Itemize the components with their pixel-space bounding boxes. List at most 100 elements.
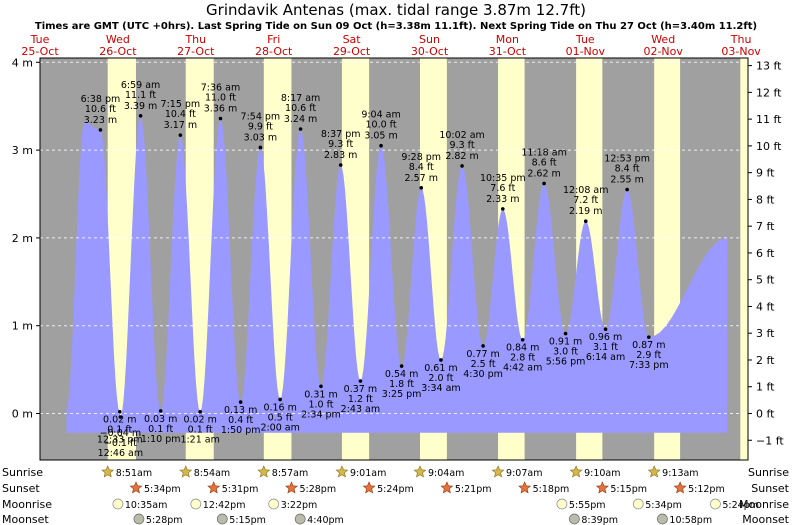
day-name-label: Tue bbox=[575, 33, 595, 46]
axis-left-meters: 4 m 3 m 2 m 1 m 0 m bbox=[12, 56, 40, 421]
tide-point bbox=[138, 114, 143, 118]
tide-height-ft-label: 7.6 ft bbox=[490, 183, 515, 194]
y-tick-label-ft: 7 ft bbox=[756, 220, 775, 233]
sunrise-icon bbox=[179, 465, 193, 478]
tide-time-label: 3:25 pm bbox=[382, 389, 422, 400]
day-date-label: 01-Nov bbox=[566, 45, 606, 58]
tide-height-m-label: 3.05 m bbox=[364, 131, 397, 142]
tide-point bbox=[258, 145, 263, 150]
moonrise-icon bbox=[710, 498, 721, 510]
axis-right-feet: 13 ft 12 ft 11 ft 10 ft 9 ft 8 ft 7 ft 6 ft 5 ft… bbox=[748, 60, 784, 447]
day-header: Tue25-OctWed26-OctThu27-OctFri28-OctSat2… bbox=[21, 33, 761, 58]
moonrise-icon bbox=[632, 498, 644, 510]
sunrise-icon bbox=[413, 465, 427, 478]
tide-point bbox=[501, 207, 505, 211]
day-name-label: Wed bbox=[106, 33, 130, 46]
tide-height-ft-label: 3.0 ft bbox=[553, 347, 578, 358]
tide-time-label: 12:33 pm bbox=[97, 435, 143, 446]
tide-height-m-label: 3.23 m bbox=[84, 115, 117, 126]
tide-height-ft-label: 7.2 ft bbox=[573, 195, 598, 206]
row-label-left: Sunset bbox=[2, 482, 40, 495]
y-tick-label-ft: 1 ft bbox=[756, 381, 775, 394]
tide-height-ft-label: 1.2 ft bbox=[348, 394, 373, 405]
tide-height-m-label: 0.54 m bbox=[385, 369, 418, 380]
tide-time-label: 2:34 pm bbox=[301, 409, 341, 420]
day-date-label: 25-Oct bbox=[21, 45, 59, 58]
sunset-time: 5:31pm bbox=[222, 484, 259, 495]
sunrise-icon bbox=[101, 465, 115, 478]
sunrise-time: 9:04am bbox=[428, 468, 464, 479]
tide-height-ft-label: 0.4 ft bbox=[228, 415, 253, 426]
sunset-time: 5:18pm bbox=[533, 484, 570, 495]
tide-height-m-label: 2.55 m bbox=[610, 175, 643, 186]
day-date-label: 02-Nov bbox=[643, 45, 683, 58]
tide-height-ft-label: 11.1 ft bbox=[125, 90, 156, 101]
day-name-label: Sat bbox=[343, 33, 362, 46]
tide-time-label: 2:00 am bbox=[260, 422, 299, 433]
tide-point bbox=[603, 327, 608, 332]
moonset-time: 4:40pm bbox=[307, 515, 344, 525]
tide-height-m-label: 0.77 m bbox=[466, 349, 499, 360]
tide-time-label: 10:02 am bbox=[439, 130, 484, 141]
moonset-icon bbox=[133, 513, 145, 525]
tide-time-label: 12:08 am bbox=[563, 185, 608, 196]
row-label-right: Moonset bbox=[742, 513, 789, 525]
tide-height-ft-label: 8.6 ft bbox=[532, 157, 557, 168]
tide-time-label: 1:10 pm bbox=[141, 434, 181, 445]
chart-title: Grindavik Antenas (max. tidal range 3.87… bbox=[206, 1, 586, 19]
tide-height-m-label: 0.31 m bbox=[304, 389, 337, 400]
y-tick-label-ft: 9 ft bbox=[756, 167, 775, 180]
row-label-left: Moonset bbox=[2, 513, 49, 525]
moonset-icon bbox=[657, 513, 668, 525]
tide-height-ft-label: 8.4 ft bbox=[409, 162, 434, 173]
y-tick-label-ft: 4 ft bbox=[756, 300, 775, 313]
tide-time-label: 1:50 pm bbox=[221, 425, 261, 436]
day-date-label: 03-Nov bbox=[721, 45, 761, 58]
tide-time-label: 7:33 pm bbox=[629, 360, 669, 371]
tide-height-ft-label: 0.1 ft bbox=[188, 425, 213, 436]
moonrise-time: 5:24pm bbox=[722, 500, 759, 511]
tide-point bbox=[298, 127, 303, 131]
daylight-band bbox=[740, 58, 748, 460]
tide-time-label: 7:54 pm bbox=[241, 111, 281, 122]
tide-point bbox=[158, 409, 163, 413]
tide-height-ft-label: 1.8 ft bbox=[389, 379, 414, 390]
tide-height-m-label: 0.96 m bbox=[589, 332, 622, 343]
tide-time-label: 6:59 am bbox=[121, 80, 160, 91]
tide-time-label: 7:36 am bbox=[201, 82, 240, 93]
sunset-time: 5:24pm bbox=[377, 484, 414, 495]
tide-height-m-label: 2.62 m bbox=[527, 168, 560, 179]
tide-height-ft-label: 2.0 ft bbox=[428, 373, 453, 384]
row-label-left: Sunrise bbox=[2, 466, 43, 479]
tide-height-m-label: 2.82 m bbox=[445, 151, 478, 162]
tide-curve-area bbox=[66, 115, 728, 433]
tide-height-ft-label: 1.0 ft bbox=[308, 399, 333, 410]
tide-point bbox=[625, 187, 629, 192]
moonrise-icon bbox=[268, 498, 280, 510]
tide-height-ft-label: 9.9 ft bbox=[248, 121, 273, 132]
tide-point bbox=[218, 116, 223, 121]
tide-height-ft-label: 10.0 ft bbox=[366, 120, 397, 131]
tide-point bbox=[118, 415, 123, 419]
tide-height-ft-label: 0.5 ft bbox=[268, 412, 293, 423]
sunrise-icon bbox=[647, 465, 661, 478]
sunrise-time: 8:54am bbox=[194, 468, 230, 479]
moonrise-icon bbox=[556, 498, 568, 510]
y-tick-label-ft: 3 ft bbox=[756, 327, 775, 340]
tide-height-m-label: 2.57 m bbox=[405, 173, 438, 184]
sunset-time: 5:21pm bbox=[455, 484, 492, 495]
moonrise-icon bbox=[112, 498, 124, 510]
moonset-icon bbox=[216, 513, 228, 525]
tide-height-m-label: 0.13 m bbox=[224, 405, 257, 416]
tide-time-label: 8:17 am bbox=[281, 93, 320, 104]
plot-frame bbox=[39, 57, 749, 461]
day-name-label: Mon bbox=[496, 33, 519, 46]
row-label-left: Moonrise bbox=[2, 498, 52, 511]
tide-point bbox=[419, 186, 424, 190]
tide-height-ft-label: 10.4 ft bbox=[165, 109, 196, 120]
moonset-time: 5:28pm bbox=[146, 515, 183, 525]
tide-time-label: 6:14 am bbox=[586, 352, 625, 363]
tide-time-label: 12:46 am bbox=[98, 448, 143, 459]
row-label-right: Moonrise bbox=[739, 498, 789, 511]
